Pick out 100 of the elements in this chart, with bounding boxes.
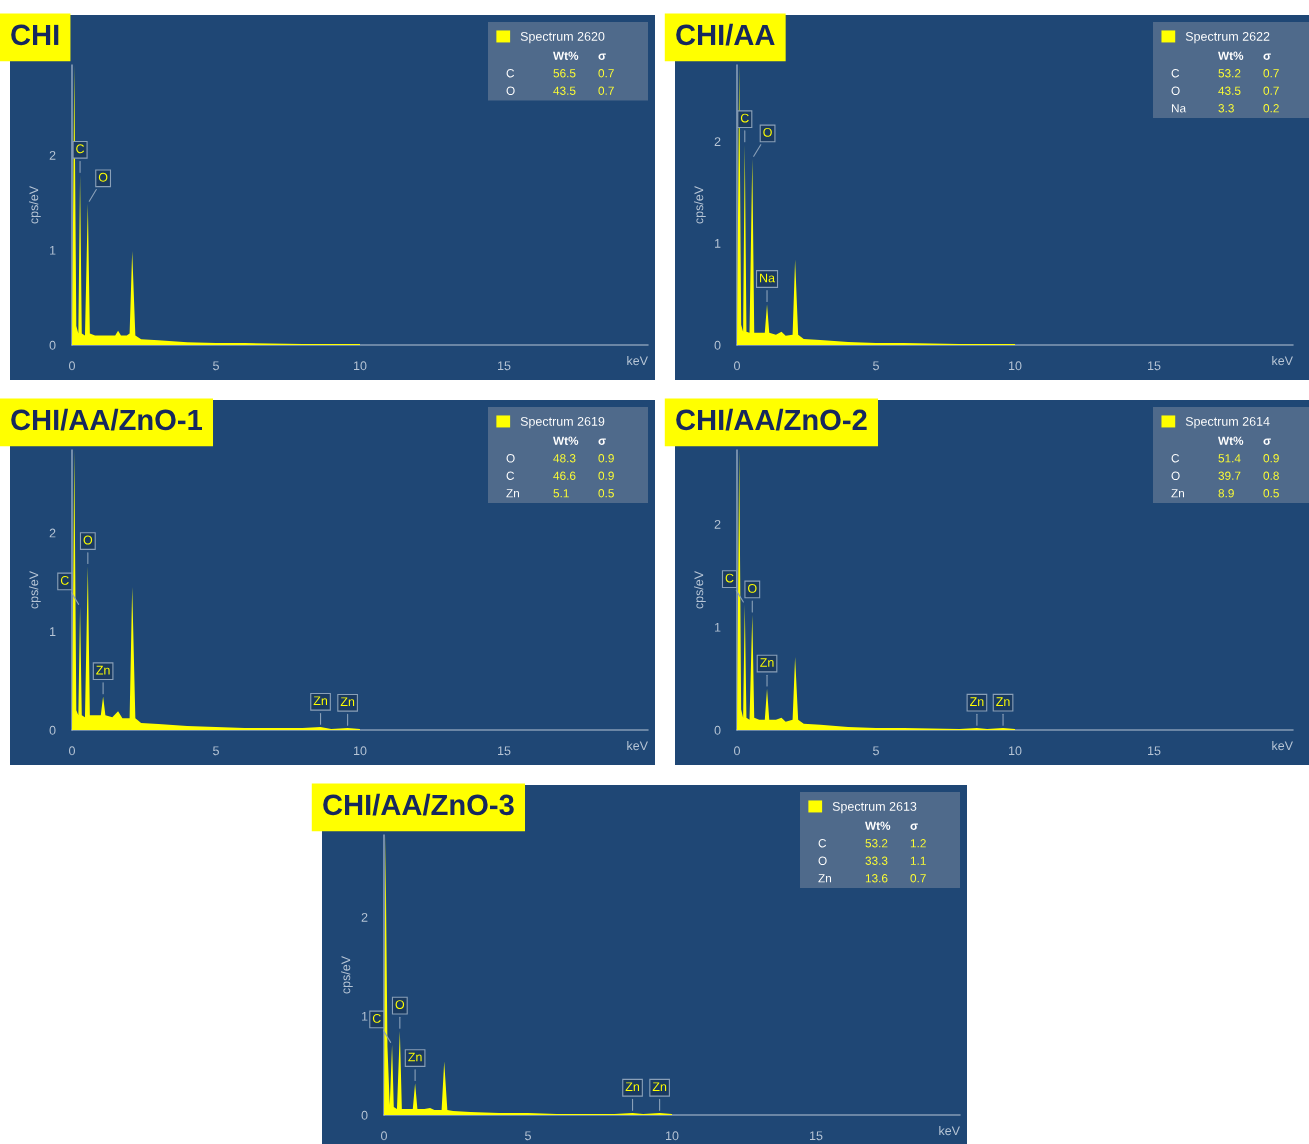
x-tick-label: 5: [213, 746, 219, 756]
annotation: 39.7: [1218, 471, 1241, 480]
text: σ: [1263, 53, 1271, 60]
annotation: Zn: [340, 697, 355, 706]
text: Wt%: [1218, 51, 1244, 60]
x-tick-label: 10: [354, 746, 367, 756]
x-tick-label: 10: [354, 361, 367, 371]
x-tick-label: 0: [69, 361, 75, 371]
y-axis-title: cps/eV: [694, 185, 706, 224]
annotation: 0.5: [598, 489, 614, 498]
annotation: 0.2: [1263, 104, 1279, 113]
annotation: C: [725, 573, 734, 583]
x-tick-label: 0: [734, 361, 740, 371]
annotation: O: [1171, 471, 1180, 480]
annotation: 0.5: [1263, 489, 1279, 498]
text: σ: [598, 438, 606, 445]
y-tick-label: 1: [362, 1011, 368, 1021]
annotation: 13.6: [865, 874, 888, 883]
y-tick-label: 1: [50, 627, 56, 636]
annotation: Na: [760, 273, 776, 283]
text: Wt%: [553, 436, 579, 445]
x-tick-label: 10: [1009, 746, 1022, 756]
annotation: Zn: [996, 697, 1010, 706]
annotation: O: [83, 535, 93, 545]
annotation: O: [763, 127, 772, 137]
y-tick-label: 2: [714, 519, 721, 529]
annotation: 43.5: [553, 86, 576, 95]
y-tick-label: 0: [49, 340, 56, 350]
chart-title: CHI/AA/ZnO-3: [323, 793, 514, 816]
x-tick-label: 15: [498, 361, 511, 371]
text: Wt%: [1218, 436, 1244, 445]
y-axis-title: cps/eV: [341, 955, 353, 994]
y-tick-label: 0: [49, 725, 56, 735]
annotation: 53.2: [865, 839, 888, 848]
annotation: Zn: [313, 696, 328, 705]
x-axis-title: keV: [939, 1125, 960, 1136]
annotation: C: [1171, 69, 1180, 78]
x-axis-title: keV: [627, 355, 648, 366]
y-axis-title: cps/eV: [29, 570, 41, 609]
annotation: 0.7: [598, 86, 614, 95]
annotation: C: [506, 471, 515, 480]
annotation: Zn: [970, 697, 984, 706]
chart-title: CHI/AA: [676, 23, 775, 46]
y-tick-label: 2: [361, 912, 368, 922]
annotation: O: [98, 172, 108, 182]
text: σ: [1263, 438, 1271, 445]
annotation: 1.2: [910, 839, 926, 848]
x-tick-label: 5: [873, 361, 879, 371]
y-tick-label: 2: [49, 528, 56, 538]
annotation: 8.9: [1218, 489, 1234, 498]
x-axis-title: keV: [1272, 740, 1293, 751]
annotation: O: [395, 1000, 405, 1009]
annotation: Zn: [818, 874, 832, 883]
annotation: 33.3: [865, 856, 888, 865]
annotation: C: [76, 144, 85, 154]
legend-label: Spectrum 2619: [520, 416, 605, 429]
x-tick-label: 10: [666, 1131, 679, 1141]
legend-label: Spectrum 2613: [832, 801, 917, 814]
chart-title: CHI/AA/ZnO-1: [11, 408, 202, 431]
annotation: Zn: [760, 658, 774, 667]
legend-label: Spectrum 2620: [520, 31, 605, 44]
annotation: 53.2: [1218, 69, 1241, 78]
x-tick-label: 15: [1148, 746, 1161, 756]
annotation: Zn: [408, 1052, 422, 1062]
text: Wt%: [865, 821, 891, 830]
annotation: C: [60, 575, 69, 585]
annotation: 0.9: [598, 454, 614, 463]
annotation: Zn: [625, 1082, 640, 1091]
annotation: 48.3: [553, 454, 576, 463]
annotation: 46.6: [553, 471, 576, 480]
annotation: 0.8: [1263, 471, 1279, 480]
annotation: 0.7: [1263, 86, 1279, 95]
text: σ: [598, 53, 606, 60]
x-tick-label: 5: [873, 746, 879, 756]
annotation: Zn: [652, 1082, 667, 1091]
annotation: Na: [1171, 104, 1187, 113]
annotation: O: [506, 86, 515, 95]
annotation: 0.9: [598, 471, 614, 480]
annotation: 0.7: [598, 69, 614, 78]
annotation: 51.4: [1218, 454, 1241, 463]
y-tick-label: 0: [361, 1110, 368, 1120]
annotation: 43.5: [1218, 86, 1241, 95]
annotation: 1.1: [910, 856, 926, 865]
x-axis-title: keV: [1272, 355, 1293, 366]
legend-label: Spectrum 2622: [1185, 31, 1270, 44]
x-tick-label: 10: [1009, 361, 1022, 371]
annotation: O: [748, 583, 757, 593]
annotation: C: [818, 839, 827, 848]
y-tick-label: 0: [714, 340, 721, 350]
annotation: O: [1171, 86, 1180, 95]
annotation: 5.1: [553, 489, 569, 498]
y-axis-title: cps/eV: [29, 185, 41, 224]
annotation: Zn: [96, 665, 110, 675]
annotation: Zn: [1171, 489, 1185, 498]
legend-label: Spectrum 2614: [1185, 416, 1270, 429]
annotation: C: [506, 69, 515, 78]
text: σ: [910, 823, 918, 830]
y-tick-label: 1: [50, 246, 56, 255]
annotation: Zn: [506, 489, 520, 498]
chart-title: CHI: [11, 24, 59, 46]
